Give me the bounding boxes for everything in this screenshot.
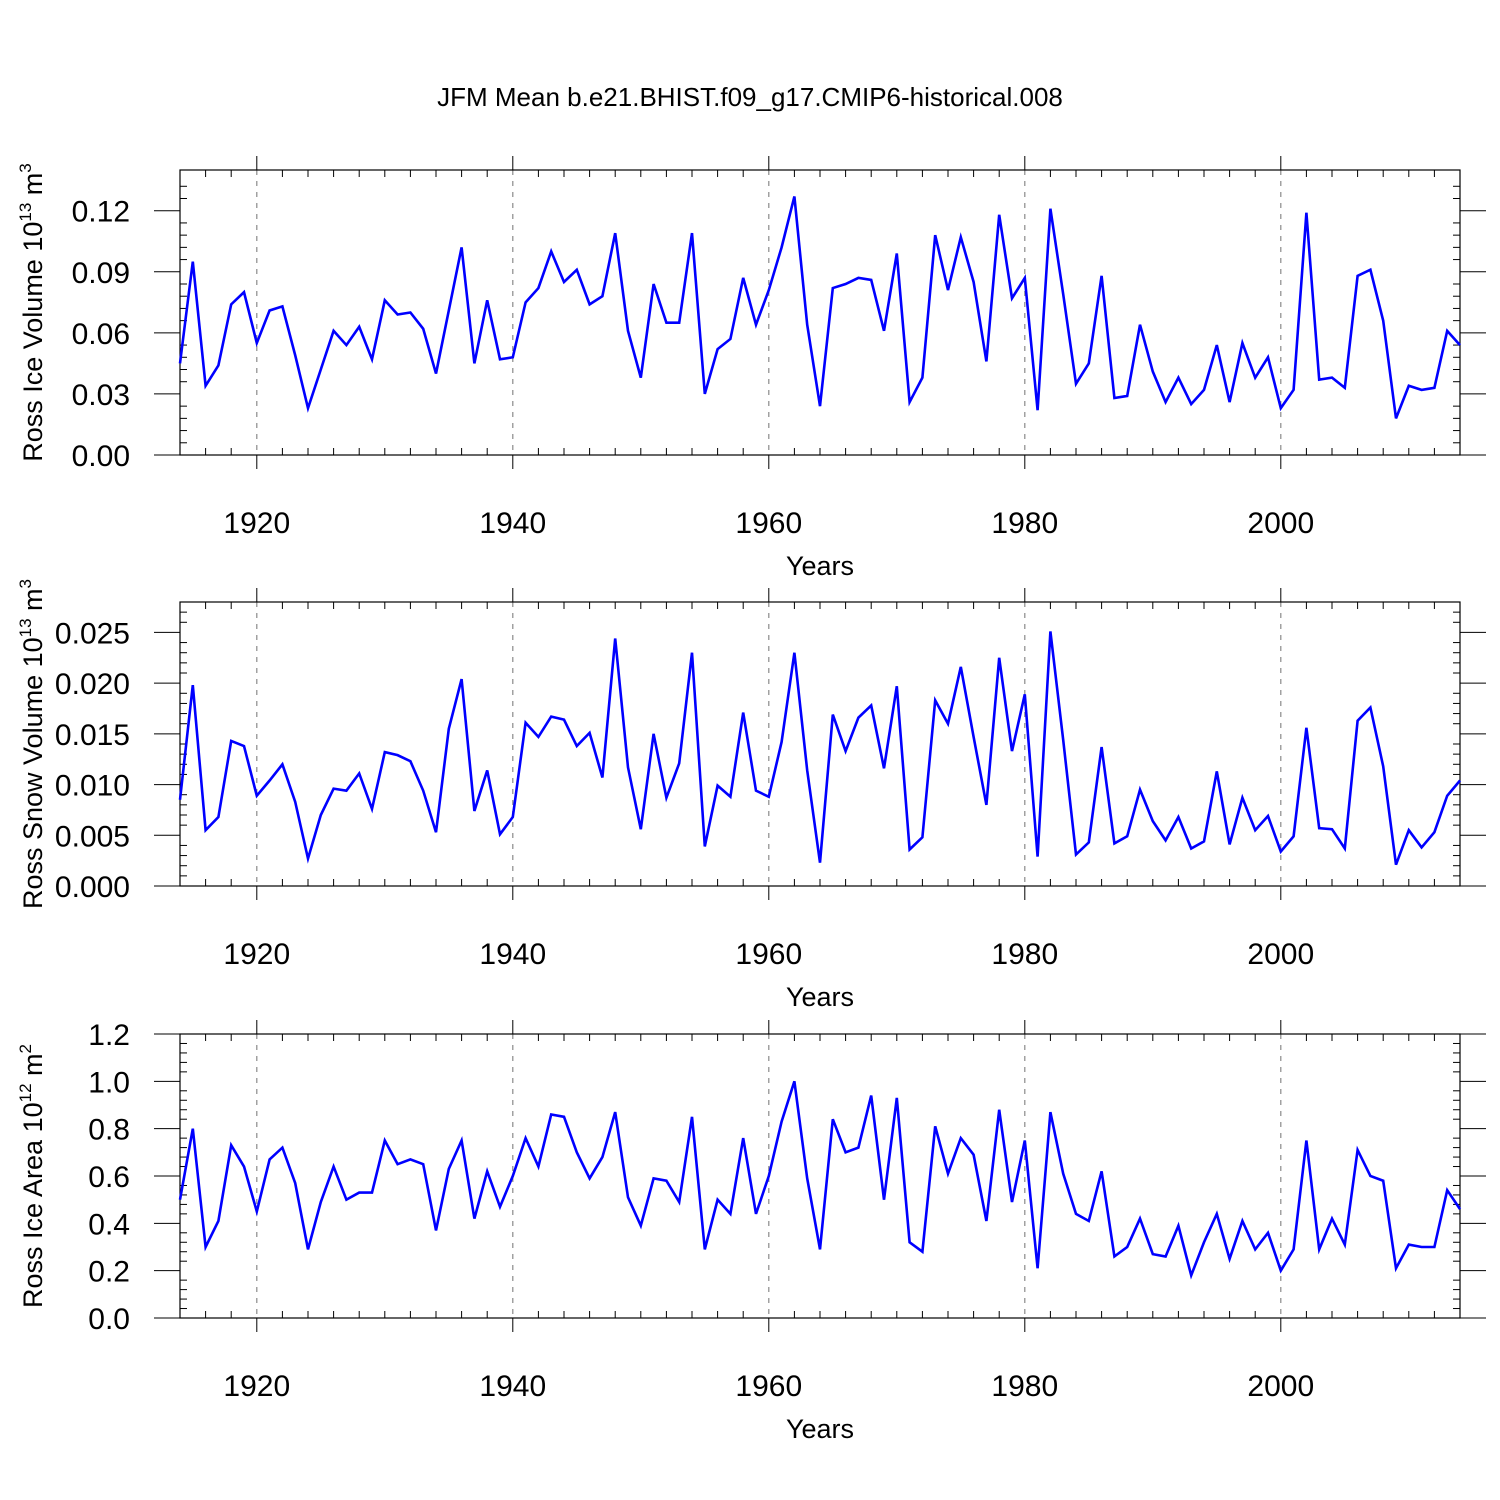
y-tick-label: 0.12 <box>72 196 130 229</box>
data-line-ross-snow-volume <box>178 631 1461 866</box>
data-line-ross-ice-area <box>178 1080 1462 1280</box>
x-tick-label: 1960 <box>735 938 802 971</box>
x-axis-title: Years <box>786 1414 854 1444</box>
y-tick-label: 0.025 <box>55 617 130 650</box>
y-tick-label: 0.020 <box>55 668 130 701</box>
x-tick-label: 1960 <box>735 1370 802 1403</box>
x-tick-label: 2000 <box>1247 1370 1314 1403</box>
panel-ross-snow-volume: 1920 1940 1960 1980 2000 0.000 0.005 0.010 0.015… <box>16 579 1486 1012</box>
panels: 1920 1940 1960 1980 2000 0.00 0.03 0.06 0.09 0.12… <box>16 156 1486 1444</box>
panel-ross-ice-area: 1920 1940 1960 1980 2000 0.0 0.2 0.4 0.6 0.8 1.0 1.… <box>16 1019 1486 1444</box>
x-tick-label: 2000 <box>1247 938 1314 971</box>
plot-frame <box>179 601 1461 887</box>
y-axis-title: Ross Ice Area 1012 m2 <box>16 1044 48 1308</box>
x-tick-label: 1920 <box>223 938 290 971</box>
y-tick-label: 0.8 <box>88 1114 130 1147</box>
x-tick-label: 1980 <box>991 1370 1058 1403</box>
x-tick-label: 2000 <box>1247 507 1314 540</box>
x-tick-label: 1940 <box>479 1370 546 1403</box>
y-tick-label: 0.4 <box>88 1208 130 1241</box>
y-tick-label: 0.00 <box>72 440 130 473</box>
x-tick-label: 1960 <box>735 507 802 540</box>
plot-frame <box>179 1033 1461 1319</box>
x-tick-label: 1980 <box>991 938 1058 971</box>
y-tick-label: 0.015 <box>55 719 130 752</box>
y-tick-label: 0.010 <box>55 770 130 803</box>
y-axis-title: Ross Snow Volume 1013 m3 <box>16 579 48 909</box>
x-tick-label: 1940 <box>479 507 546 540</box>
panel-ross-ice-volume: 1920 1940 1960 1980 2000 0.00 0.03 0.06 0.09 0.12… <box>16 156 1486 581</box>
y-tick-label: 0.09 <box>72 257 130 290</box>
plot-frame <box>179 169 1461 456</box>
y-tick-label: 0.2 <box>88 1256 130 1289</box>
y-tick-label: 0.000 <box>55 871 130 904</box>
chart-title: JFM Mean b.e21.BHIST.f09_g17.CMIP6-histo… <box>437 82 1063 112</box>
x-tick-label: 1920 <box>223 1370 290 1403</box>
y-tick-label: 0.6 <box>88 1161 130 1194</box>
data-line-ross-ice-volume <box>178 196 1461 419</box>
y-tick-label: 0.0 <box>88 1303 130 1336</box>
x-tick-label: 1980 <box>991 507 1058 540</box>
y-axis-title: Ross Ice Volume 1013 m3 <box>16 163 48 462</box>
y-tick-label: 1.0 <box>88 1066 130 1099</box>
x-axis-title: Years <box>786 982 854 1012</box>
x-tick-label: 1920 <box>223 507 290 540</box>
x-axis-title: Years <box>786 551 854 581</box>
x-tick-label: 1940 <box>479 938 546 971</box>
y-tick-label: 0.03 <box>72 379 130 412</box>
y-tick-label: 1.2 <box>88 1019 130 1052</box>
y-tick-label: 0.005 <box>55 820 130 853</box>
y-tick-label: 0.06 <box>72 318 130 351</box>
